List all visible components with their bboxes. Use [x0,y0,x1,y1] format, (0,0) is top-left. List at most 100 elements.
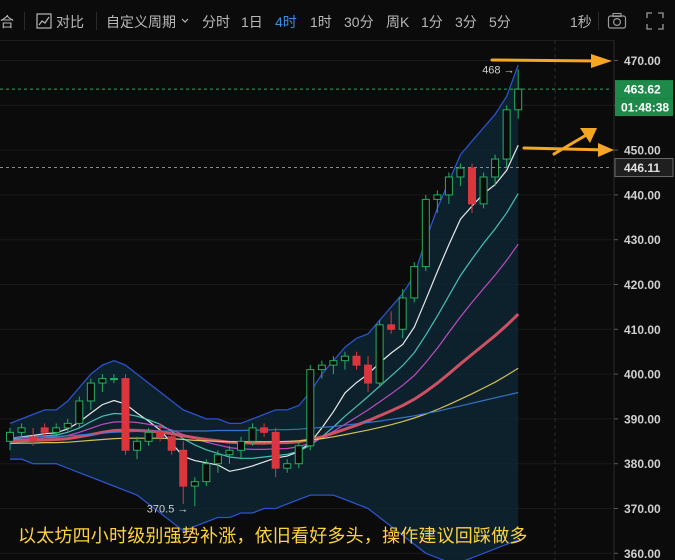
candle-body [225,449,234,456]
period-tab-1h[interactable]: 1时 [310,14,332,30]
candle-body [329,360,338,366]
bollinger-lower-line [10,458,519,560]
candle-body [364,364,373,384]
candle-body [502,109,511,160]
y-tick-label: 420.00 [624,278,661,292]
period-tab-4h[interactable]: 4时 [275,14,297,30]
period-tab-5m[interactable]: 5分 [489,14,511,30]
candle-body [86,382,95,402]
candle-body [248,427,257,442]
candle-body [52,427,61,433]
candle-body [63,422,72,429]
candle-body [167,436,176,451]
y-tick-label: 370.00 [624,502,661,516]
arrow-head [580,128,597,143]
period-tab-30m[interactable]: 30分 [344,14,374,30]
toolbar-divider [96,12,97,30]
candle-body [109,378,118,381]
ma-line [9,144,519,472]
bollinger-band [9,64,519,560]
bollinger-upper-line [9,64,519,425]
chart-caption: 以太坊四小时级别强势补涨，依旧看好多头，操作建议回踩做多 [18,526,528,547]
arrow-shaft [490,58,602,63]
candle-body [433,194,442,200]
candle-body [340,355,349,362]
candle-body [479,176,488,205]
candle-body [444,176,453,196]
candle-body [514,88,523,111]
candle-body [40,427,49,433]
candle-body [456,167,465,178]
candle-body [133,440,142,451]
candle-body [294,445,303,465]
low-annotation: 370.5 → [147,503,189,515]
y-tick-label: 380.00 [624,457,661,471]
countdown-marker [615,98,673,117]
reference-price-marker [614,158,674,178]
candles [6,69,523,507]
candlestick-chart[interactable]: 468 →370.5 → 470.00460.00450.00440.00430… [0,40,675,560]
y-tick-label: 360.00 [624,547,661,560]
camera-icon[interactable] [607,12,627,30]
current-price-label: 463.62 [624,83,661,97]
candle-body [190,481,199,487]
y-tick-label: 430.00 [624,233,661,247]
candle-body [352,355,361,366]
compare-button[interactable]: 对比 [56,14,84,30]
candle-body [98,378,107,384]
toolbar-divider [598,12,599,30]
axis-background [614,40,675,560]
period-tab-3m[interactable]: 3分 [455,14,477,30]
countdown-label: 01:48:38 [621,101,669,115]
fullscreen-icon[interactable] [646,12,664,30]
candle-body [317,364,326,371]
y-tick-label: 440.00 [624,188,661,202]
candle-body [306,369,315,447]
reference-price-line [0,88,612,169]
arrow-shaft [522,146,610,152]
period-tab-weekly[interactable]: 周K [386,14,410,30]
y-tick-label: 450.00 [624,144,661,158]
candle-body [121,378,130,451]
custom-period-dropdown[interactable]: 自定义周期 [106,14,176,30]
candle-body [271,431,280,469]
candle-body [387,324,396,330]
candle-body [237,440,245,451]
ma-line [9,193,519,459]
ma-line [9,243,519,450]
period-tab-timeshare[interactable]: 分时 [202,14,230,30]
candle-body [144,431,153,442]
refresh-rate-button[interactable]: 1秒 [570,14,592,30]
ma-line [9,367,519,445]
compare-icon[interactable] [36,13,52,29]
y-tick-label: 410.00 [624,323,661,337]
candle-body [75,400,84,424]
candle-body [421,198,430,268]
candle-body [179,449,188,487]
candle-body [398,297,407,330]
candle-body [410,266,419,299]
period-tab-1d[interactable]: 1日 [241,14,263,30]
partial-tab-label[interactable]: 合 [0,14,14,30]
arrow-head [598,143,614,157]
arrow-head [591,54,612,68]
candle-body [213,454,222,465]
candle-body [202,463,211,483]
high-annotation: 468 → [482,64,514,76]
chart-annotations: 468 → 370.5 → [147,64,515,515]
bollinger-fill [10,65,519,560]
chevron-down-icon[interactable] [181,18,189,24]
candle-body [468,167,476,205]
y-tick-label: 400.00 [624,368,661,382]
arrow-shaft [552,132,590,156]
candle-body [156,431,165,438]
price-axis: 470.00460.00450.00440.00430.00420.00410.… [613,40,675,560]
y-tick-label: 390.00 [624,412,661,426]
candle-body [17,427,26,433]
toolbar-divider [24,12,25,30]
candle-body [283,463,292,469]
candle-body [375,324,384,384]
hand-drawn-arrows [490,54,614,157]
y-tick-label: 470.00 [624,54,661,68]
period-tab-1m[interactable]: 1分 [421,14,443,30]
